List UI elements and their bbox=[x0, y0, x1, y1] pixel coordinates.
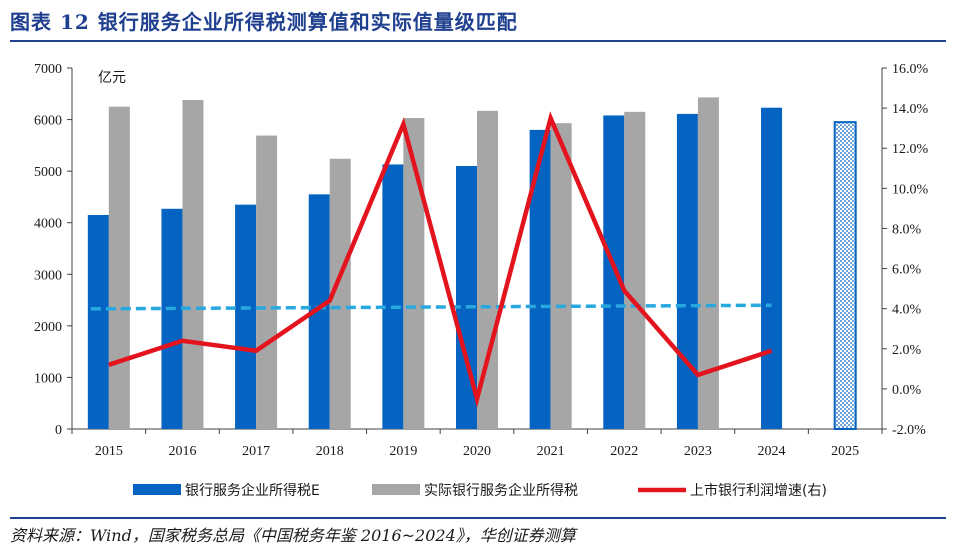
x-tick-label: 2018 bbox=[316, 444, 344, 459]
x-tick-label: 2020 bbox=[463, 444, 491, 459]
bar-estimate bbox=[761, 107, 783, 430]
y-right-tick-label: 6.0% bbox=[892, 263, 922, 278]
x-tick-label: 2016 bbox=[168, 444, 196, 459]
x-tick-label: 2017 bbox=[242, 444, 270, 459]
bar-estimate bbox=[603, 115, 625, 430]
lines-group bbox=[90, 111, 773, 408]
y-right-tick-label: 0.0% bbox=[892, 383, 922, 398]
bar-actual bbox=[256, 135, 278, 429]
x-tick-label: 2024 bbox=[758, 444, 786, 459]
source-note: 资料来源：Wind，国家税务总局《中国税务年鉴 2016~2024》，华创证券测… bbox=[10, 526, 576, 545]
chart-canvas: 0 1000 2000 3000 4000 5000 6000 7000 -2.0% 0.0% 2.… bbox=[34, 62, 929, 499]
x-tick-label: 2025 bbox=[831, 444, 859, 459]
bar-estimate-forecast bbox=[833, 121, 857, 431]
legend-actual-swatch bbox=[372, 484, 420, 495]
y-right-tick-label: 14.0% bbox=[892, 102, 929, 117]
labels-group: 0 1000 2000 3000 4000 5000 6000 7000 -2.0% 0.0% 2.… bbox=[34, 62, 929, 459]
bar-estimate bbox=[676, 113, 698, 430]
y-left-tick-label: 4000 bbox=[34, 217, 62, 232]
footer-divider bbox=[10, 517, 946, 519]
bar-estimate bbox=[235, 204, 257, 429]
y-left-tick-label: 1000 bbox=[34, 371, 62, 386]
bar-estimate bbox=[456, 165, 477, 429]
bar-estimate bbox=[161, 208, 183, 429]
bars-group bbox=[87, 97, 857, 431]
bar-actual bbox=[624, 111, 646, 429]
y-left-tick-label: 3000 bbox=[34, 268, 62, 283]
legend: 银行服务企业所得税E 实际银行服务企业所得税 上市银行利润增速(右) bbox=[133, 482, 827, 499]
y-left-tick-label: 5000 bbox=[34, 165, 62, 180]
x-tick-label: 2015 bbox=[95, 444, 123, 459]
y-left-tick-label: 0 bbox=[55, 423, 62, 438]
x-tick-label: 2023 bbox=[684, 444, 712, 459]
legend-estimate-label: 银行服务企业所得税E bbox=[185, 482, 320, 499]
bar-estimate bbox=[382, 164, 404, 429]
bar-actual bbox=[329, 158, 351, 429]
y-right-tick-label: -2.0% bbox=[892, 423, 926, 438]
trend-line-dashed bbox=[90, 303, 772, 311]
y-right-tick-label: 8.0% bbox=[892, 222, 922, 237]
bar-actual bbox=[697, 97, 719, 429]
legend-estimate-swatch bbox=[133, 484, 181, 495]
y-left-tick-label: 6000 bbox=[34, 114, 62, 129]
bar-actual bbox=[477, 110, 498, 429]
title-bar: 图表 12 银行服务企业所得税测算值和实际值量级匹配 bbox=[10, 0, 946, 42]
y-right-tick-label: 12.0% bbox=[892, 142, 929, 157]
x-tick-label: 2019 bbox=[389, 444, 417, 459]
bar-estimate bbox=[87, 214, 109, 429]
y-left-tick-label: 7000 bbox=[34, 62, 62, 77]
legend-actual-label: 实际银行服务企业所得税 bbox=[424, 482, 578, 499]
y-unit-label: 亿元 bbox=[98, 70, 126, 86]
bar-actual bbox=[403, 118, 425, 429]
chart-title: 图表 12 银行服务企业所得税测算值和实际值量级匹配 bbox=[10, 10, 518, 34]
x-tick-label: 2021 bbox=[537, 444, 565, 459]
bar-actual bbox=[182, 99, 204, 429]
line-profit-growth bbox=[108, 111, 773, 408]
bar-estimate bbox=[529, 129, 551, 429]
y-left-tick-label: 2000 bbox=[34, 320, 62, 335]
bar-actual bbox=[550, 123, 572, 429]
legend-growth-label: 上市银行利润增速(右) bbox=[690, 482, 827, 499]
y-right-tick-label: 16.0% bbox=[892, 62, 929, 77]
bar-estimate bbox=[308, 194, 330, 429]
y-right-tick-label: 2.0% bbox=[892, 343, 922, 358]
y-right-tick-label: 10.0% bbox=[892, 182, 929, 197]
x-tick-label: 2022 bbox=[610, 444, 638, 459]
bar-actual bbox=[108, 106, 130, 429]
y-right-tick-label: 4.0% bbox=[892, 303, 922, 318]
